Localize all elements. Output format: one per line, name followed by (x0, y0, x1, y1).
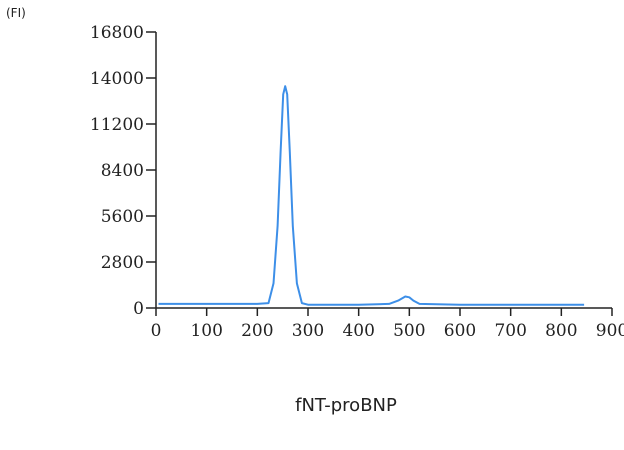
series-layer (158, 85, 585, 306)
y-axis: 0 2800 5600 8400 11200 14000 16800 (90, 23, 156, 319)
x-tick-label: 200 (241, 321, 273, 341)
x-tick-label: 300 (292, 321, 324, 341)
y-tick-label: 5600 (101, 207, 144, 227)
y-tick-label: 11200 (90, 115, 144, 135)
series-line (158, 85, 585, 306)
x-axis: 0 100 200 300 400 500 600 700 800 900 (151, 308, 624, 341)
x-tick-label: 700 (494, 321, 526, 341)
y-axis-unit-label: (FI) (6, 6, 26, 20)
x-tick-label: 900 (596, 321, 624, 341)
x-tick-label: 500 (393, 321, 425, 341)
y-tick-label: 16800 (90, 23, 144, 43)
y-tick-label: 2800 (101, 253, 144, 273)
y-tick-label: 14000 (90, 69, 144, 89)
x-tick-label: 400 (342, 321, 374, 341)
x-tick-label: 800 (545, 321, 577, 341)
x-tick-label: 600 (444, 321, 476, 341)
x-tick-label: 0 (151, 321, 162, 341)
x-tick-label: 100 (190, 321, 222, 341)
y-tick-label: 0 (133, 299, 144, 319)
chart-title: fNT-proBNP (295, 395, 397, 416)
y-tick-label: 8400 (101, 161, 144, 181)
